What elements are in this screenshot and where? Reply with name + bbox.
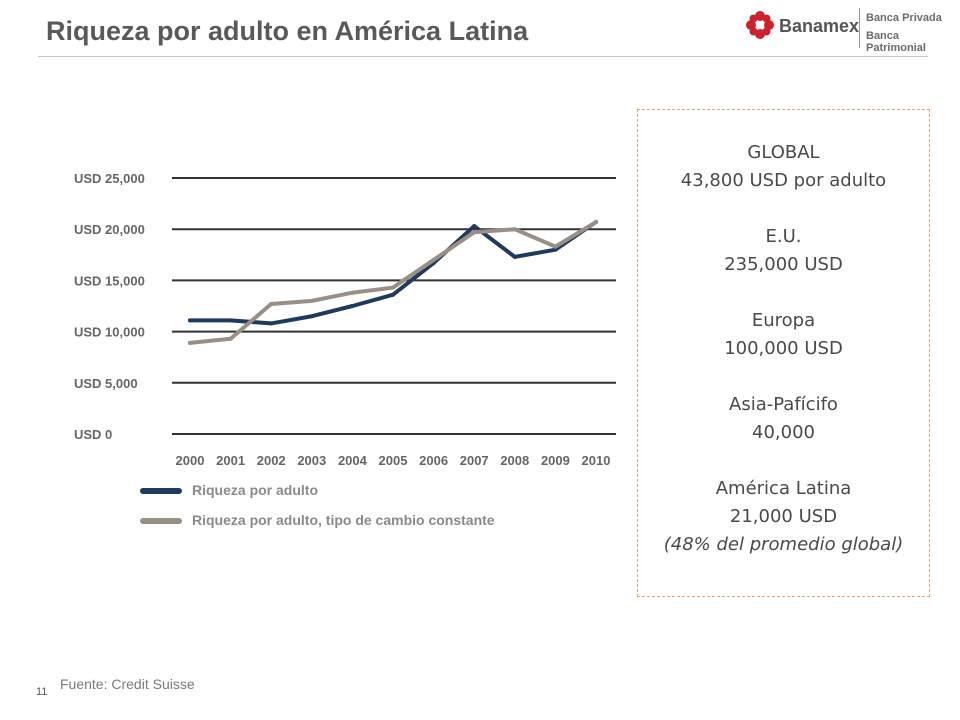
banamex-logo: Banamex Banca Privada Banca Patrimonial [745, 6, 955, 54]
series-line-2 [188, 220, 598, 345]
info-block-latin-america: América Latina 21,000 USD (48% del prome… [638, 475, 929, 559]
info-value: 40,000 [752, 422, 815, 443]
y-tick-label: USD 15,000 [74, 273, 145, 288]
y-tick-label: USD 10,000 [74, 325, 145, 340]
info-block-us: E.U. 235,000 USD [638, 223, 929, 279]
data-point-series-1 [188, 318, 192, 323]
info-value: 21,000 USD [729, 506, 838, 527]
data-point-series-1 [228, 318, 233, 323]
x-tick-label: 2001 [216, 453, 245, 468]
info-block-europe: Europa 100,000 USD [638, 307, 929, 363]
info-value: 100,000 USD [724, 338, 843, 359]
data-point-series-1 [391, 292, 395, 297]
title-divider [38, 56, 928, 57]
info-value: 235,000 USD [724, 254, 843, 275]
data-point-series-1 [512, 254, 517, 259]
info-value: 43,800 USD por adulto [680, 170, 887, 191]
info-label: América Latina [715, 478, 852, 499]
data-point-series-2 [553, 244, 558, 249]
data-point-series-2 [431, 257, 436, 262]
wealth-line-chart: USD 0 USD 5,000 USD 10,000 USD 15,000 USD 20… [74, 171, 616, 468]
data-point-series-2 [512, 227, 517, 232]
data-point-series-1 [553, 247, 558, 252]
y-tick-label: USD 5,000 [74, 376, 138, 391]
x-tick-label: 2009 [541, 453, 570, 468]
logo-line-1: Banca Privada [866, 12, 942, 24]
data-point-series-2 [350, 290, 355, 295]
page-number: 11 [36, 686, 48, 698]
info-label: Asia-Pafícifo [729, 394, 838, 415]
data-point-series-2 [269, 301, 274, 306]
data-point-series-2 [391, 285, 395, 290]
y-tick-label: USD 20,000 [74, 222, 145, 237]
info-label: E.U. [765, 226, 802, 247]
y-tick-label: USD 25,000 [74, 171, 145, 186]
x-tick-label: 2003 [297, 453, 326, 468]
slide-title: Riqueza por adulto en América Latina [46, 16, 529, 46]
x-tick-label: 2008 [500, 453, 529, 468]
data-point-series-2 [309, 298, 314, 303]
data-point-series-2 [472, 230, 477, 235]
banamex-flower-icon [746, 11, 774, 39]
x-tick-label: 2002 [257, 453, 286, 468]
info-block-global: GLOBAL 43,800 USD por adulto [638, 139, 929, 195]
data-point-series-1 [309, 314, 314, 319]
data-point-series-2 [594, 220, 598, 225]
data-point-series-1 [269, 321, 274, 326]
data-point-series-2 [228, 336, 233, 341]
x-tick-label: 2010 [582, 453, 611, 468]
info-block-asia-pacific: Asia-Pafícifo 40,000 [638, 391, 929, 447]
x-tick-label: 2007 [460, 453, 489, 468]
logo-divider [859, 8, 860, 48]
data-point-series-1 [472, 224, 477, 229]
x-tick-label: 2005 [379, 453, 408, 468]
legend-label-series-1: Riqueza por adulto [192, 482, 318, 498]
info-label: Europa [751, 310, 816, 331]
legend-label-series-2: Riqueza por adulto, tipo de cambio const… [192, 512, 495, 528]
logo-line-2: Banca Patrimonial [866, 30, 926, 54]
data-point-series-1 [350, 304, 355, 308]
logo-brand-name: Banamex [779, 16, 860, 36]
legend-swatch-series-1 [140, 488, 182, 494]
info-note: (48% del promedio global) [663, 534, 904, 555]
y-tick-label: USD 0 [74, 427, 112, 442]
x-tick-label: 2004 [338, 453, 368, 468]
source-note: Fuente: Credit Suisse [60, 676, 195, 692]
x-tick-label: 2000 [176, 453, 205, 468]
legend-swatch-series-2 [140, 518, 182, 524]
info-label: GLOBAL [747, 142, 820, 163]
regional-wealth-box: GLOBAL 43,800 USD por adulto E.U. 235,00… [637, 109, 930, 597]
x-tick-label: 2006 [419, 453, 448, 468]
data-point-series-2 [188, 340, 192, 345]
